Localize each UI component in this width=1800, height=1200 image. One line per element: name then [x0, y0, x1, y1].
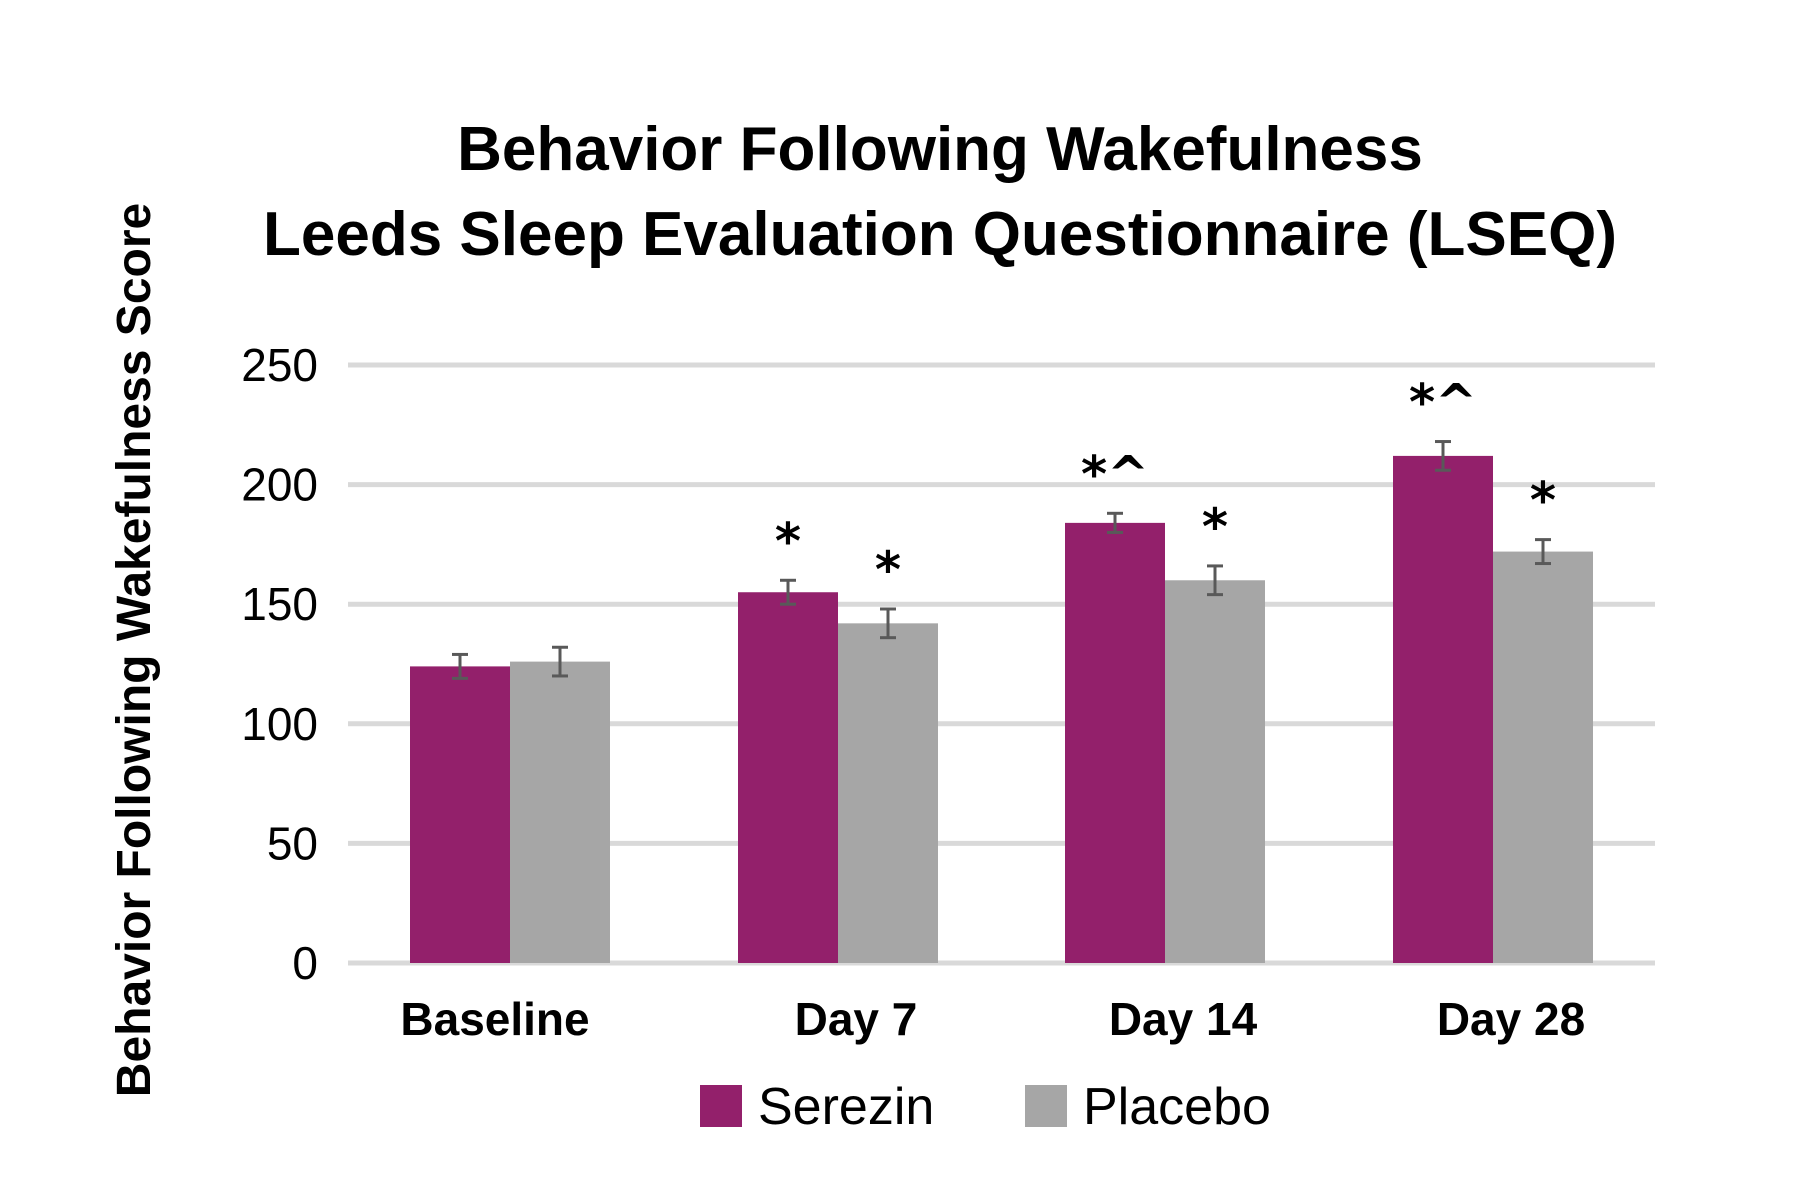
- significance-marker: *^: [1081, 445, 1149, 503]
- x-category-labels: Baseline Day 7 Day 14 Day 28: [400, 993, 1585, 1045]
- chart-title: Behavior Following Wakefulness: [457, 115, 1423, 184]
- y-tick-label: 0: [292, 937, 318, 989]
- significance-marker: *^: [1409, 374, 1477, 432]
- y-tick-label: 200: [241, 459, 318, 511]
- y-tick-label: 100: [241, 698, 318, 750]
- bar-serezin-0: [410, 666, 510, 963]
- legend-swatch-serezin: [700, 1085, 742, 1127]
- significance-marker: *: [1530, 472, 1556, 530]
- y-tick-label: 150: [241, 578, 318, 630]
- x-category-label: Day 28: [1437, 993, 1585, 1045]
- bar-placebo-3: [1493, 551, 1593, 963]
- legend-label-serezin: Serezin: [758, 1078, 934, 1136]
- x-category-label: Day 7: [795, 993, 918, 1045]
- legend-swatch-placebo: [1025, 1085, 1067, 1127]
- x-category-label: Day 14: [1109, 993, 1258, 1045]
- bar-placebo-2: [1165, 580, 1265, 963]
- legend-label-placebo: Placebo: [1083, 1078, 1271, 1136]
- y-axis-label: Behavior Following Wakefulness Score: [108, 203, 161, 1097]
- significance-annotations: * * *^ * *^ *: [775, 374, 1556, 599]
- y-tick-labels: 0 50 100 150 200 250: [241, 339, 318, 989]
- legend: Serezin Placebo: [700, 1078, 1271, 1136]
- bar-placebo-1: [838, 623, 938, 963]
- bar-serezin-3: [1393, 455, 1493, 963]
- significance-marker: *: [875, 541, 901, 599]
- y-tick-label: 250: [241, 339, 318, 391]
- significance-marker: *: [1202, 498, 1228, 556]
- bars: [410, 455, 1593, 963]
- bar-serezin-2: [1065, 522, 1165, 963]
- y-tick-label: 50: [267, 817, 318, 869]
- significance-marker: *: [775, 512, 801, 570]
- bar-serezin-1: [738, 592, 838, 963]
- chart-subtitle: Leeds Sleep Evaluation Questionnaire (LS…: [263, 200, 1617, 269]
- x-category-label: Baseline: [400, 993, 589, 1045]
- bar-placebo-0: [510, 661, 610, 963]
- error-bars: [452, 440, 1551, 680]
